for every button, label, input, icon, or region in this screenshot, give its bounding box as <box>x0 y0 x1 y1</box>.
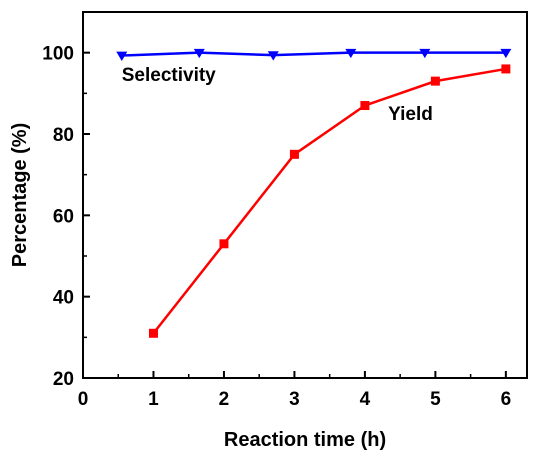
y-tick-label: 20 <box>53 369 74 390</box>
selectivity-point <box>267 51 279 61</box>
x-tick-label: 5 <box>430 389 441 410</box>
yield-point <box>148 328 158 338</box>
x-axis-title: Reaction time (h) <box>224 429 386 451</box>
selectivity-line <box>121 51 506 57</box>
yield-point <box>360 101 370 111</box>
yield-series-label: Yield <box>388 104 433 125</box>
y-tick-label: 40 <box>53 288 74 309</box>
yield-line <box>152 67 507 335</box>
y-tick-label: 80 <box>53 125 74 146</box>
x-tick-label: 6 <box>501 389 512 410</box>
x-tick-label: 4 <box>360 389 371 410</box>
x-tick-label: 3 <box>289 389 300 410</box>
selectivity-point <box>193 48 205 59</box>
selectivity-series-label: Selectivity <box>122 65 216 86</box>
y-tick-label: 100 <box>42 44 74 65</box>
y-axis: 20 40 60 80 100 <box>42 44 90 390</box>
y-tick-label: 60 <box>53 206 74 227</box>
yield-point <box>289 149 299 159</box>
selectivity-point <box>345 48 357 59</box>
plot-layer <box>116 48 512 338</box>
yield-point <box>219 239 229 249</box>
selectivity-point <box>500 48 512 59</box>
plot-frame <box>82 11 528 379</box>
x-tick-label: 1 <box>148 389 159 410</box>
y-axis-title: Percentage (%) <box>9 123 31 268</box>
yield-point <box>430 76 440 86</box>
x-tick-label: 0 <box>78 389 89 410</box>
x-axis: 0 1 2 3 4 5 6 <box>78 371 511 410</box>
selectivity-point <box>116 51 128 62</box>
yield-point <box>501 64 511 74</box>
selectivity-point <box>419 48 431 59</box>
x-tick-label: 2 <box>219 389 230 410</box>
